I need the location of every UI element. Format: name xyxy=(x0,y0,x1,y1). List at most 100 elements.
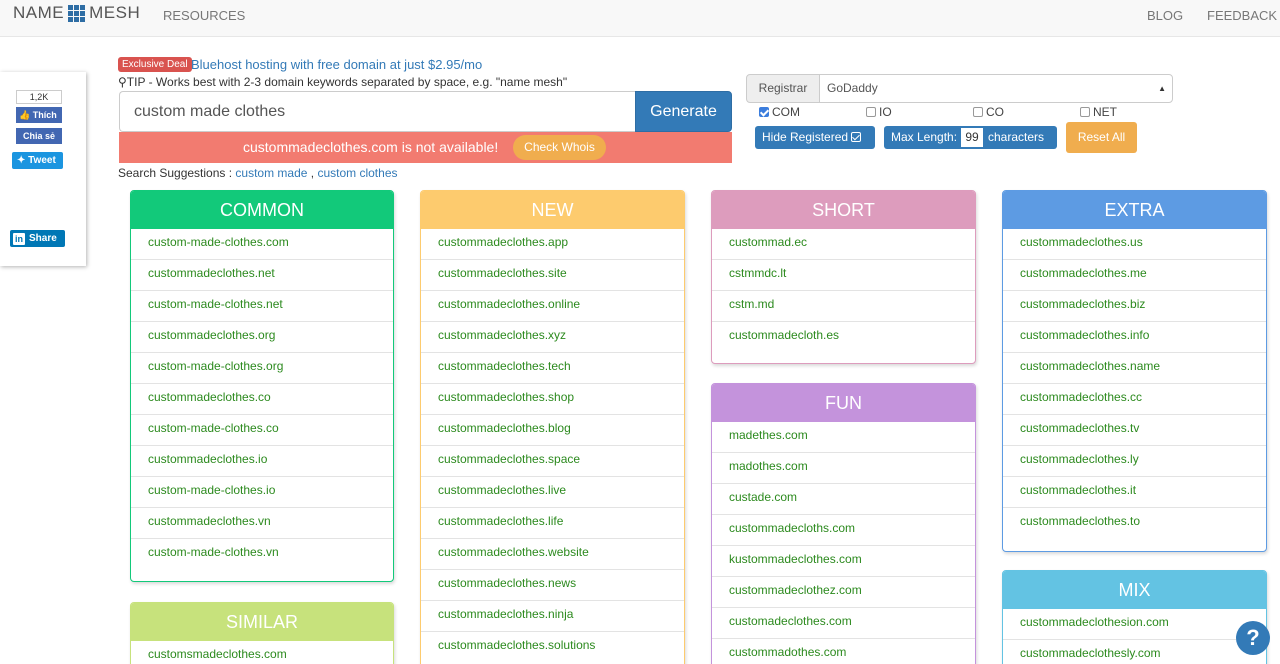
linkedin-share-button[interactable]: in Share xyxy=(10,230,65,247)
domain-result-link[interactable]: custommadeclothesion.com xyxy=(1003,609,1266,640)
domain-result-link[interactable]: custommadeclothes.co xyxy=(131,384,393,415)
domain-result-link[interactable]: cstm.md xyxy=(712,291,975,322)
panel-title: EXTRA xyxy=(1003,191,1266,229)
domain-result-link[interactable]: custommadeclothes.org xyxy=(131,322,393,353)
panel-similar: SIMILAR customsmadeclothes.com xyxy=(130,602,394,664)
registrar-select[interactable]: GoDaddy ▲ xyxy=(819,74,1173,103)
domain-result-link[interactable]: madethes.com xyxy=(712,422,975,453)
domain-result-link[interactable]: custommadeclothes.biz xyxy=(1003,291,1266,322)
domain-result-link[interactable]: custommadeclothes.site xyxy=(421,260,684,291)
domain-result-link[interactable]: customsmadeclothes.com xyxy=(148,647,287,661)
lightbulb-icon: ⚲ xyxy=(118,75,127,89)
panel-title: SHORT xyxy=(712,191,975,229)
nav-blog-link[interactable]: BLOG xyxy=(1147,8,1184,23)
hide-registered-toggle[interactable]: Hide Registered xyxy=(755,126,875,149)
domain-result-link[interactable]: madothes.com xyxy=(712,453,975,484)
tld-checkbox-co[interactable]: CO xyxy=(973,105,1004,119)
domain-list: custommadeclothes.app custommadeclothes.s… xyxy=(421,229,684,663)
panel-title: COMMON xyxy=(131,191,393,229)
domain-result-link[interactable]: custommadecloth.es xyxy=(729,328,840,342)
logo-text-left: NAME xyxy=(13,3,65,22)
suggestion-link[interactable]: custom clothes xyxy=(317,166,398,180)
domain-result-link[interactable]: custommadeclothes.ly xyxy=(1003,446,1266,477)
panel-extra: EXTRA custommadeclothes.us custommadeclot… xyxy=(1002,190,1267,552)
domain-result-link[interactable]: custommadeclothes.info xyxy=(1003,322,1266,353)
panel-fun: FUN madethes.com madothes.com custade.com c… xyxy=(711,383,976,664)
domain-result-link[interactable]: custommadeclothes.blog xyxy=(421,415,684,446)
domain-result-link[interactable]: custommadecloths.com xyxy=(712,515,975,546)
suggestion-link[interactable]: custom made xyxy=(235,166,308,180)
tweet-label: Tweet xyxy=(28,155,56,166)
domain-result-link[interactable]: custom-made-clothes.org xyxy=(131,353,393,384)
domain-result-link[interactable]: custommadeclothes.name xyxy=(1003,353,1266,384)
tld-checkbox-io[interactable]: IO xyxy=(866,105,892,119)
nav-feedback-link[interactable]: FEEDBACK xyxy=(1207,8,1278,23)
panel-title: FUN xyxy=(712,384,975,422)
domain-result-link[interactable]: custom-made-clothes.net xyxy=(131,291,393,322)
check-whois-button[interactable]: Check Whois xyxy=(513,135,606,160)
domain-result-link[interactable]: custommadeclothes.cc xyxy=(1003,384,1266,415)
domain-result-link[interactable]: custommadeclothes.life xyxy=(421,508,684,539)
domain-result-link[interactable]: custommadeclothes.io xyxy=(131,446,393,477)
domain-result-link[interactable]: custommadeclothes.shop xyxy=(421,384,684,415)
registrar-label: Registrar xyxy=(746,74,820,103)
domain-result-link[interactable]: custommadothes.com xyxy=(729,645,847,659)
tip-prefix: TIP - Works best with 2-3 domain keyword… xyxy=(126,75,434,89)
tld-checkbox-net[interactable]: NET xyxy=(1080,105,1117,119)
domain-result-link[interactable]: custommadeclothes.news xyxy=(421,570,684,601)
domain-result-link[interactable]: custommadeclothes.website xyxy=(421,539,684,570)
domain-result-link[interactable]: custommadeclothes.space xyxy=(421,446,684,477)
thumbs-up-icon: 👍 xyxy=(19,110,31,120)
tweet-button[interactable]: ✦ Tweet xyxy=(12,152,63,169)
reset-all-button[interactable]: Reset All xyxy=(1066,122,1137,153)
exclusive-deal-badge: Exclusive Deal xyxy=(118,57,192,72)
domain-result-link[interactable]: custommadeclothes.us xyxy=(1003,229,1266,260)
domain-result-link[interactable]: custommadeclothez.com xyxy=(712,577,975,608)
tld-checkbox-com[interactable]: COM xyxy=(759,105,800,119)
facebook-like-button[interactable]: 👍 Thích xyxy=(16,107,62,123)
facebook-like-count: 1,2K xyxy=(16,90,62,104)
domain-result-link[interactable]: kustommadeclothes.com xyxy=(712,546,975,577)
domain-result-link[interactable]: custom-made-clothes.co xyxy=(131,415,393,446)
domain-result-link[interactable]: custom-made-clothes.vn xyxy=(148,545,279,559)
nav-resources-link[interactable]: RESOURCES xyxy=(163,8,246,23)
domain-result-link[interactable]: customadeclothes.com xyxy=(712,608,975,639)
tld-label: IO xyxy=(879,105,892,119)
linkedin-icon: in xyxy=(13,232,25,245)
domain-keyword-input[interactable] xyxy=(119,91,635,132)
domain-result-link[interactable]: custommad.ec xyxy=(712,229,975,260)
generate-button[interactable]: Generate xyxy=(635,91,732,132)
domain-result-link[interactable]: custom-made-clothes.com xyxy=(131,229,393,260)
domain-result-link[interactable]: custommadeclothesly.com xyxy=(1020,646,1161,660)
domain-result-link[interactable]: custommadeclothes.to xyxy=(1020,514,1141,528)
domain-result-link[interactable]: custommadeclothes.net xyxy=(131,260,393,291)
domain-result-link[interactable]: custommadeclothes.online xyxy=(421,291,684,322)
help-button[interactable]: ? xyxy=(1236,621,1270,655)
panel-short: SHORT custommad.ec cstmmdc.lt cstm.md custo… xyxy=(711,190,976,364)
facebook-share-button[interactable]: Chia sẻ xyxy=(16,128,62,144)
social-share-panel: 1,2K 👍 Thích Chia sẻ ✦ Tweet in Share xyxy=(0,72,86,266)
domain-list: custommadeclothes.us custommadeclothes.me… xyxy=(1003,229,1266,539)
checkmark-icon xyxy=(851,132,862,142)
domain-result-link[interactable]: cstmmdc.lt xyxy=(712,260,975,291)
domain-result-link[interactable]: custommadeclothes.it xyxy=(1003,477,1266,508)
domain-list: customsmadeclothes.com xyxy=(131,641,393,664)
domain-list: madethes.com madothes.com custade.com custo… xyxy=(712,422,975,664)
domain-result-link[interactable]: custommadeclothes.tech xyxy=(421,353,684,384)
site-logo[interactable]: NAME MESH xyxy=(13,3,140,22)
search-suggestions: Search Suggestions : custom made , custo… xyxy=(118,166,398,180)
domain-result-link[interactable]: custommadeclothes.ninja xyxy=(421,601,684,632)
domain-result-link[interactable]: custommadeclothes.vn xyxy=(131,508,393,539)
domain-list: custommadeclothesion.com custommadeclothe… xyxy=(1003,609,1266,664)
domain-result-link[interactable]: custommadeclothes.live xyxy=(421,477,684,508)
domain-result-link[interactable]: custommadeclothes.tv xyxy=(1003,415,1266,446)
availability-message: custommadeclothes.com is not available! xyxy=(243,139,499,155)
domain-result-link[interactable]: custommadeclothes.solutions xyxy=(438,638,596,652)
max-length-input[interactable]: 99 xyxy=(961,128,983,147)
domain-result-link[interactable]: custommadeclothes.me xyxy=(1003,260,1266,291)
domain-result-link[interactable]: custommadeclothes.app xyxy=(421,229,684,260)
domain-result-link[interactable]: custom-made-clothes.io xyxy=(131,477,393,508)
domain-result-link[interactable]: custommadeclothes.xyz xyxy=(421,322,684,353)
bluehost-deal-link[interactable]: Bluehost hosting with free domain at jus… xyxy=(191,57,483,72)
domain-result-link[interactable]: custade.com xyxy=(712,484,975,515)
